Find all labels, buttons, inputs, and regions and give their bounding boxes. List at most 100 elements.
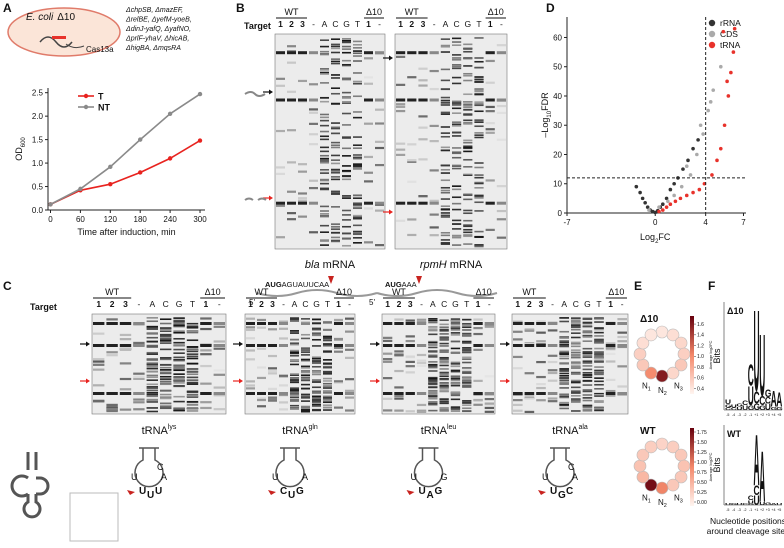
band — [485, 122, 495, 125]
anticodon-base: U — [147, 490, 154, 501]
band — [342, 197, 351, 199]
band — [301, 348, 310, 351]
band — [582, 399, 593, 402]
band — [462, 318, 472, 321]
x-axis-label: Log2FC — [640, 232, 671, 245]
band — [345, 317, 354, 320]
band — [93, 332, 105, 335]
band — [331, 168, 340, 171]
band — [345, 348, 354, 351]
node-sub: 3 — [680, 387, 683, 393]
legend-marker — [708, 41, 716, 49]
band — [485, 98, 495, 102]
y-tick-label: 60 — [553, 33, 562, 42]
band — [594, 359, 604, 362]
band — [473, 403, 483, 406]
band — [312, 381, 321, 383]
band — [559, 370, 569, 372]
band — [342, 51, 351, 54]
point — [684, 193, 689, 198]
band — [301, 333, 310, 336]
band — [485, 179, 495, 182]
band — [331, 159, 340, 161]
band — [463, 93, 473, 96]
band — [186, 371, 199, 373]
cleavage-mark — [268, 490, 276, 495]
band — [405, 355, 415, 358]
band — [353, 163, 362, 165]
arrow-head — [86, 341, 90, 347]
legend-label: rRNA — [720, 18, 741, 28]
band — [200, 406, 212, 410]
band — [594, 377, 604, 379]
point — [679, 184, 684, 189]
band — [594, 342, 604, 344]
band — [309, 122, 318, 125]
point — [729, 70, 733, 75]
band — [146, 399, 158, 402]
band — [93, 363, 105, 366]
band — [617, 344, 627, 347]
band — [484, 406, 494, 410]
band — [452, 165, 462, 167]
band — [524, 397, 535, 400]
band — [186, 404, 199, 406]
band — [594, 338, 604, 341]
band — [571, 328, 581, 331]
band — [463, 106, 473, 109]
point — [732, 26, 737, 31]
band — [323, 371, 332, 374]
band — [364, 76, 373, 79]
band — [334, 346, 343, 349]
band — [440, 45, 450, 48]
anticodon-base: U — [139, 486, 146, 497]
band — [452, 219, 462, 222]
logo-letter: G — [748, 404, 755, 412]
band — [160, 375, 172, 378]
heat-node — [674, 358, 688, 372]
band — [462, 367, 472, 370]
lane-label: - — [137, 299, 140, 309]
legend-label: T — [98, 92, 104, 102]
series-line — [50, 139, 201, 206]
band — [146, 336, 158, 339]
colorbar-tick-label: 0.00 — [697, 500, 707, 506]
trna-icon — [10, 452, 50, 519]
logo-letter: G — [736, 403, 743, 408]
band — [320, 68, 329, 70]
band — [394, 409, 404, 412]
band — [428, 394, 438, 397]
band — [496, 111, 506, 115]
band — [173, 366, 185, 368]
band — [405, 392, 415, 395]
band — [320, 187, 329, 190]
band — [429, 51, 439, 55]
band — [496, 236, 506, 239]
point — [48, 202, 53, 207]
point — [138, 170, 143, 175]
band — [257, 347, 266, 350]
band — [320, 69, 329, 71]
band — [484, 402, 494, 405]
anticodon-base: U — [550, 486, 557, 497]
band — [331, 146, 340, 149]
band — [331, 87, 340, 89]
band — [463, 119, 473, 122]
point — [138, 137, 143, 142]
band — [331, 45, 340, 48]
band — [146, 358, 158, 360]
band — [582, 404, 593, 407]
band — [106, 351, 118, 354]
band — [323, 390, 332, 392]
colorbar-title: Average log2FC — [708, 340, 713, 369]
band — [160, 348, 172, 351]
band — [440, 44, 450, 47]
band — [213, 373, 225, 376]
band — [133, 375, 145, 378]
band — [594, 335, 604, 337]
band — [213, 369, 225, 372]
band — [484, 375, 494, 378]
band — [320, 138, 329, 141]
band — [594, 400, 604, 402]
band — [547, 379, 558, 382]
